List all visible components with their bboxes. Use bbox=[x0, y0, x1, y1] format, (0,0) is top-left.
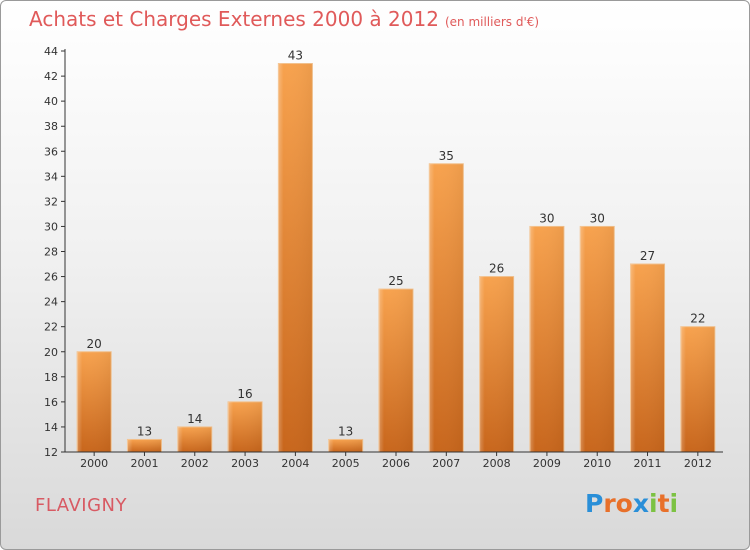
y-tick-label-22: 22 bbox=[44, 321, 58, 334]
y-tick-label-32: 32 bbox=[44, 195, 58, 208]
data-label-2008: 26 bbox=[489, 262, 504, 276]
x-tick-label-2003: 2003 bbox=[231, 457, 259, 470]
y-tick-label-36: 36 bbox=[44, 145, 58, 158]
y-tick-label-12: 12 bbox=[44, 446, 58, 459]
bar-shine-2004 bbox=[278, 63, 313, 452]
data-label-2011: 27 bbox=[640, 249, 655, 263]
bar-shine-2002 bbox=[177, 426, 212, 452]
logo-letter: o bbox=[615, 489, 633, 518]
data-label-2002: 14 bbox=[187, 412, 202, 426]
y-tick-label-38: 38 bbox=[44, 120, 58, 133]
x-tick-label-2012: 2012 bbox=[684, 457, 712, 470]
y-tick-label-44: 44 bbox=[44, 45, 58, 58]
proxiti-logo: Proxiti bbox=[585, 489, 678, 518]
bar-shine-2000 bbox=[77, 351, 112, 452]
x-tick-label-2002: 2002 bbox=[181, 457, 209, 470]
y-tick-label-28: 28 bbox=[44, 246, 58, 259]
bar-shine-2003 bbox=[228, 401, 263, 452]
bar-shine-2006 bbox=[379, 289, 413, 452]
data-label-2003: 16 bbox=[237, 387, 252, 401]
logo-letter: r bbox=[603, 489, 616, 518]
x-tick-label-2005: 2005 bbox=[332, 457, 360, 470]
logo-letter: t bbox=[657, 489, 670, 518]
chart-title: Achats et Charges Externes 2000 à 2012 (e… bbox=[29, 7, 539, 31]
data-label-2007: 35 bbox=[439, 149, 454, 163]
x-tick-label-2000: 2000 bbox=[80, 457, 108, 470]
data-label-2005: 13 bbox=[338, 424, 353, 438]
data-label-2006: 25 bbox=[388, 274, 403, 288]
x-tick-label-2006: 2006 bbox=[382, 457, 410, 470]
x-tick-label-2010: 2010 bbox=[583, 457, 611, 470]
y-tick-label-14: 14 bbox=[44, 421, 58, 434]
x-tick-label-2011: 2011 bbox=[634, 457, 662, 470]
chart-title-text: Achats et Charges Externes 2000 à 2012 bbox=[29, 7, 439, 31]
data-label-2012: 22 bbox=[690, 312, 705, 326]
axes-group: 2000 2001 2002 2003 2004 2005 2006 2007 2008 2009… bbox=[44, 45, 723, 470]
data-label-2009: 30 bbox=[539, 211, 554, 225]
x-tick-label-2009: 2009 bbox=[533, 457, 561, 470]
data-label-2001: 13 bbox=[137, 424, 152, 438]
y-tick-label-42: 42 bbox=[44, 70, 58, 83]
y-tick-label-30: 30 bbox=[44, 220, 58, 233]
bar-shine-2010 bbox=[580, 226, 615, 452]
data-label-2010: 30 bbox=[590, 211, 605, 225]
logo-letter: i bbox=[669, 489, 679, 518]
bar-shine-2012 bbox=[680, 326, 715, 452]
x-tick-label-2004: 2004 bbox=[281, 457, 309, 470]
y-tick-label-18: 18 bbox=[44, 371, 58, 384]
bar-shine-2007 bbox=[429, 163, 464, 452]
commune-name: FLAVIGNY bbox=[35, 495, 127, 516]
data-label-2004: 43 bbox=[288, 49, 303, 63]
logo-letter: i bbox=[649, 489, 658, 518]
bar-shine-2001 bbox=[127, 439, 162, 452]
logo-letter: x bbox=[632, 489, 649, 518]
x-tick-label-2007: 2007 bbox=[432, 457, 460, 470]
y-tick-label-26: 26 bbox=[44, 271, 58, 284]
logo-letter: P bbox=[585, 489, 604, 518]
bar-shine-2008 bbox=[479, 276, 514, 452]
chart-subtitle: (en milliers d'€) bbox=[444, 15, 540, 29]
x-tick-label-2001: 2001 bbox=[130, 457, 158, 470]
y-tick-label-20: 20 bbox=[44, 346, 58, 359]
bars-group: 20 13 14 16 43 13 25 35 26 30 30 27 22 bbox=[76, 49, 716, 453]
y-tick-label-40: 40 bbox=[44, 95, 58, 108]
y-tick-label-16: 16 bbox=[44, 396, 58, 409]
y-tick-label-24: 24 bbox=[44, 296, 58, 309]
bar-shine-2005 bbox=[328, 439, 363, 452]
bar-shine-2011 bbox=[630, 264, 665, 452]
x-tick-label-2008: 2008 bbox=[483, 457, 511, 470]
data-label-2000: 20 bbox=[87, 337, 102, 351]
bar-shine-2009 bbox=[529, 226, 564, 452]
y-tick-label-34: 34 bbox=[44, 170, 58, 183]
